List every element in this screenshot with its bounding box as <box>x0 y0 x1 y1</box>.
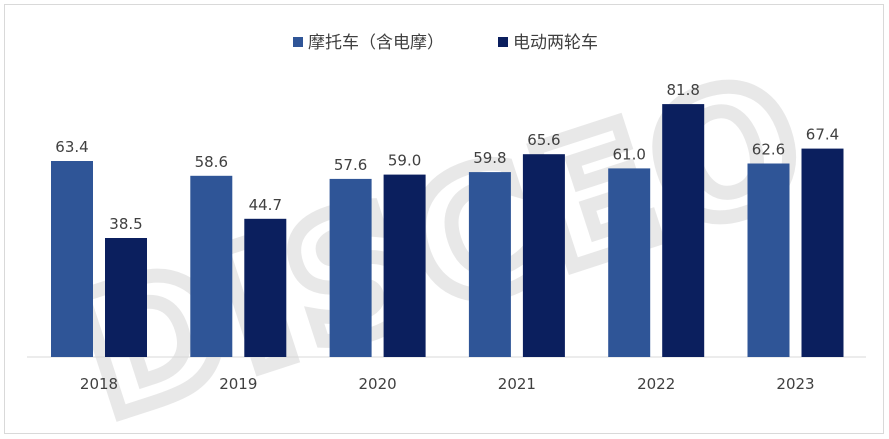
bar-motorcycle-2021 <box>468 172 511 357</box>
x-tick-label-2018: 2018 <box>80 375 118 393</box>
legend-swatch-motorcycle <box>293 37 303 47</box>
watermark-text: DISCEO <box>58 37 831 439</box>
bar-e-bike-2021 <box>522 154 565 357</box>
x-tick-label-2019: 2019 <box>219 375 257 393</box>
data-label-motorcycle-2021: 59.8 <box>473 149 506 167</box>
data-label-e-bike-2019: 44.7 <box>249 196 282 214</box>
data-label-e-bike-2023: 67.4 <box>806 126 839 144</box>
legend-label-e-bike: 电动两轮车 <box>513 33 598 53</box>
bar-e-bike-2022 <box>662 104 705 357</box>
bar-e-bike-2018 <box>105 238 147 357</box>
watermark-logo: DISCEO <box>51 30 838 439</box>
data-label-e-bike-2021: 65.6 <box>527 131 560 149</box>
data-label-motorcycle-2020: 57.6 <box>334 156 367 174</box>
bars-group <box>51 104 844 357</box>
x-tick-label-2020: 2020 <box>359 375 397 393</box>
data-label-motorcycle-2022: 61.0 <box>612 145 645 163</box>
bar-motorcycle-2022 <box>608 168 651 357</box>
bar-motorcycle-2020 <box>329 178 372 357</box>
data-label-e-bike-2018: 38.5 <box>109 215 142 233</box>
legend-swatch-e-bike <box>498 37 508 47</box>
bar-motorcycle-2023 <box>747 163 790 357</box>
tick-labels-group: 2018 2019 2020 2021 2022 2023 <box>80 375 815 393</box>
legend: 摩托车（含电摩） 电动两轮车 <box>293 33 598 53</box>
bar-motorcycle-2019 <box>190 175 233 357</box>
x-tick-label-2023: 2023 <box>776 375 814 393</box>
x-tick-label-2022: 2022 <box>637 375 675 393</box>
data-labels-group: 63.4 38.5 58.6 44.7 57.6 59.0 59.8 65.6 61.0 81.8… <box>55 81 839 233</box>
data-label-e-bike-2020: 59.0 <box>388 152 421 170</box>
data-label-motorcycle-2023: 62.6 <box>752 141 785 159</box>
data-label-motorcycle-2018: 63.4 <box>55 138 88 156</box>
bar-e-bike-2020 <box>383 174 426 357</box>
data-label-e-bike-2022: 81.8 <box>666 81 699 99</box>
data-label-motorcycle-2019: 58.6 <box>195 153 228 171</box>
bar-e-bike-2023 <box>801 148 844 357</box>
legend-label-motorcycle: 摩托车（含电摩） <box>308 33 444 53</box>
x-tick-label-2021: 2021 <box>498 375 536 393</box>
bar-motorcycle-2018 <box>51 161 93 357</box>
bar-e-bike-2019 <box>244 218 287 357</box>
chart-frame <box>4 4 884 434</box>
